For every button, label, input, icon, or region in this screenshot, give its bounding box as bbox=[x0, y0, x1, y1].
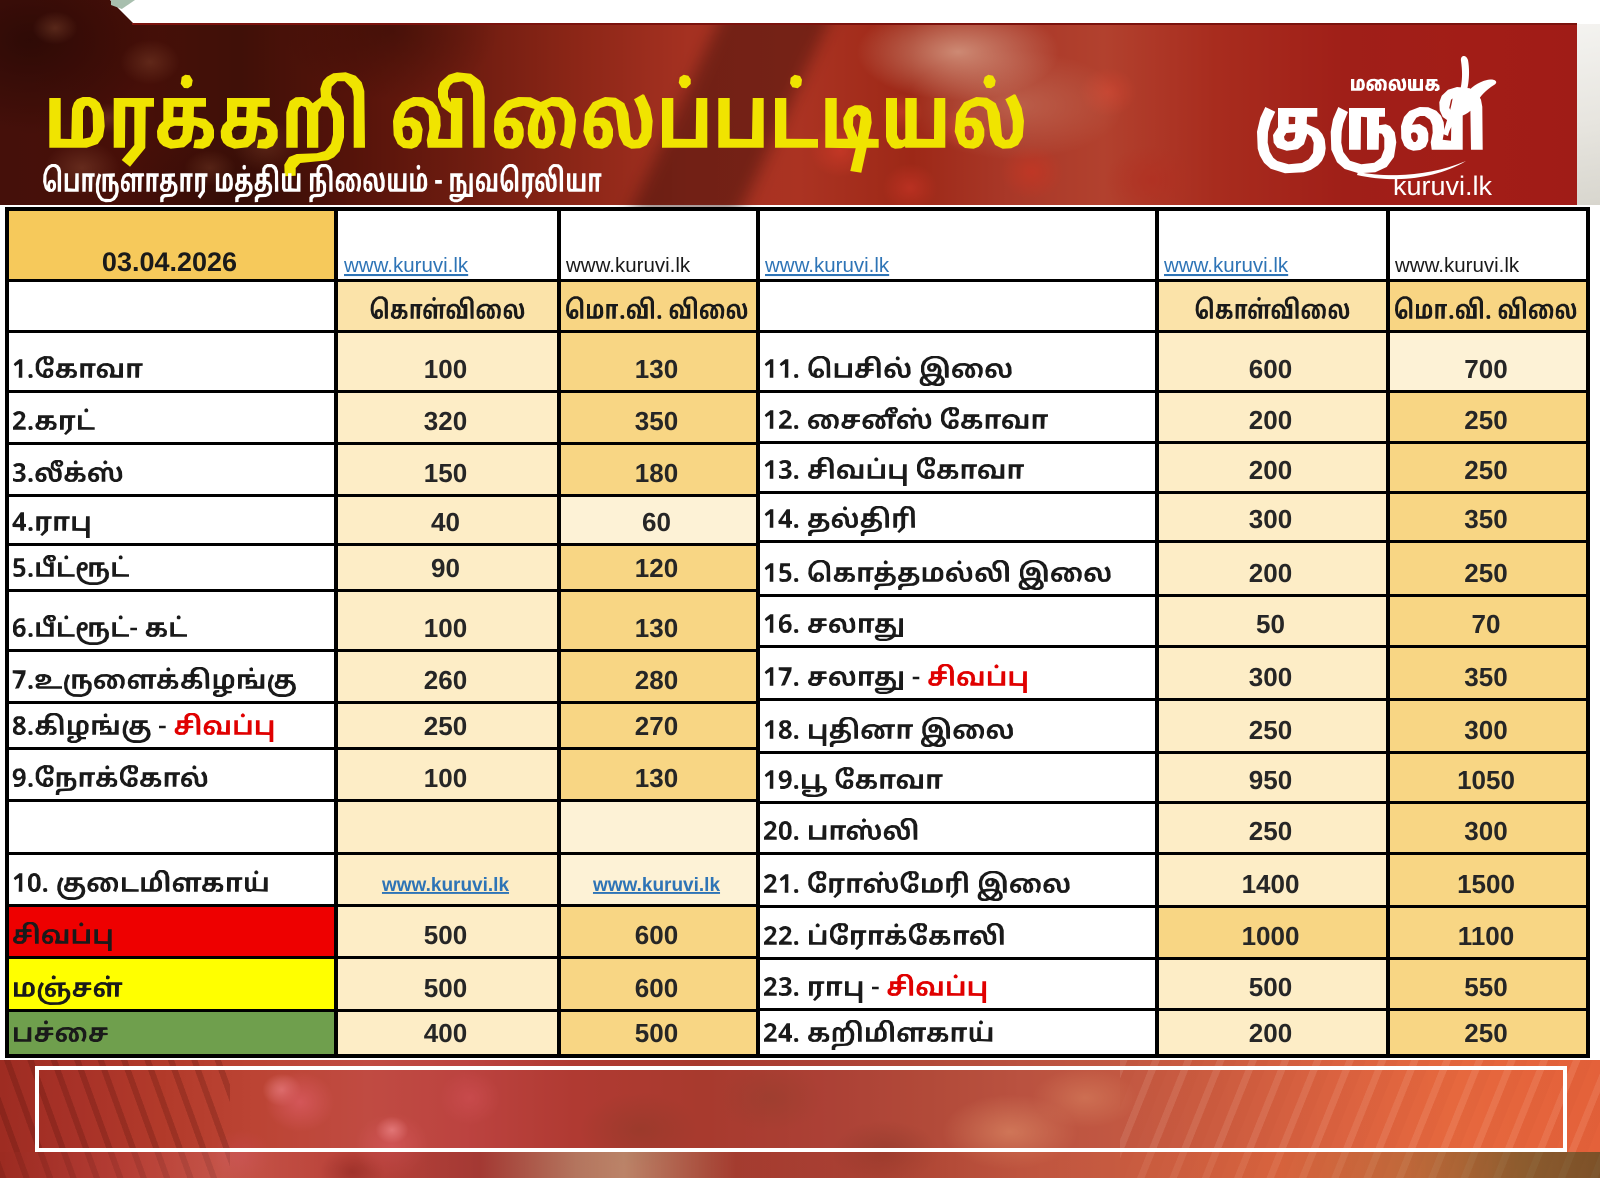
svg-text:500: 500 bbox=[424, 920, 467, 950]
svg-text:50: 50 bbox=[1256, 609, 1285, 639]
svg-text:40: 40 bbox=[431, 507, 460, 537]
svg-text:950: 950 bbox=[1249, 765, 1292, 795]
svg-text:90: 90 bbox=[431, 553, 460, 583]
svg-text:150: 150 bbox=[424, 458, 467, 488]
svg-text:www.kuruvi.lk: www.kuruvi.lk bbox=[565, 254, 691, 277]
svg-text:600: 600 bbox=[635, 973, 678, 1003]
svg-text:100: 100 bbox=[424, 613, 467, 643]
svg-text:130: 130 bbox=[635, 763, 678, 793]
svg-text:500: 500 bbox=[424, 973, 467, 1003]
svg-text:www.kuruvi.lk: www.kuruvi.lk bbox=[1163, 254, 1289, 277]
svg-text:350: 350 bbox=[1464, 504, 1507, 534]
svg-text:200: 200 bbox=[1249, 1018, 1292, 1048]
svg-text:350: 350 bbox=[1464, 662, 1507, 692]
svg-text:550: 550 bbox=[1464, 972, 1507, 1002]
svg-text:250: 250 bbox=[424, 711, 467, 741]
svg-text:03.04.2026: 03.04.2026 bbox=[102, 247, 237, 277]
svg-text:www.kuruvi.lk: www.kuruvi.lk bbox=[764, 254, 890, 277]
svg-text:120: 120 bbox=[635, 553, 678, 583]
svg-text:350: 350 bbox=[635, 406, 678, 436]
svg-text:500: 500 bbox=[635, 1018, 678, 1048]
svg-text:100: 100 bbox=[424, 763, 467, 793]
svg-text:300: 300 bbox=[1249, 504, 1292, 534]
svg-text:280: 280 bbox=[635, 665, 678, 695]
svg-text:250: 250 bbox=[1464, 558, 1507, 588]
svg-text:www.kuruvi.lk: www.kuruvi.lk bbox=[1394, 254, 1520, 277]
svg-text:www.kuruvi.lk: www.kuruvi.lk bbox=[381, 875, 509, 896]
svg-text:250: 250 bbox=[1464, 1018, 1507, 1048]
svg-text:200: 200 bbox=[1249, 405, 1292, 435]
svg-text:130: 130 bbox=[635, 613, 678, 643]
svg-text:200: 200 bbox=[1249, 455, 1292, 485]
svg-text:1000: 1000 bbox=[1242, 921, 1300, 951]
svg-text:180: 180 bbox=[635, 458, 678, 488]
svg-text:www.kuruvi.lk: www.kuruvi.lk bbox=[592, 875, 720, 896]
svg-text:60: 60 bbox=[642, 507, 671, 537]
svg-text:300: 300 bbox=[1464, 816, 1507, 846]
svg-text:1100: 1100 bbox=[1458, 921, 1514, 951]
svg-text:600: 600 bbox=[1249, 354, 1292, 384]
svg-text:300: 300 bbox=[1464, 715, 1507, 745]
svg-text:500: 500 bbox=[1249, 972, 1292, 1002]
svg-text:400: 400 bbox=[424, 1018, 467, 1048]
svg-text:1050: 1050 bbox=[1457, 765, 1515, 795]
svg-text:130: 130 bbox=[635, 354, 678, 384]
svg-text:250: 250 bbox=[1464, 405, 1507, 435]
svg-text:250: 250 bbox=[1249, 715, 1292, 745]
svg-text:1500: 1500 bbox=[1457, 869, 1515, 899]
svg-text:260: 260 bbox=[424, 665, 467, 695]
svg-text:200: 200 bbox=[1249, 558, 1292, 588]
svg-text:www.kuruvi.lk: www.kuruvi.lk bbox=[343, 254, 469, 277]
svg-text:70: 70 bbox=[1472, 609, 1501, 639]
svg-text:100: 100 bbox=[424, 354, 467, 384]
svg-text:600: 600 bbox=[635, 920, 678, 950]
svg-text:700: 700 bbox=[1464, 354, 1507, 384]
svg-text:1400: 1400 bbox=[1242, 869, 1300, 899]
svg-text:250: 250 bbox=[1249, 816, 1292, 846]
svg-text:250: 250 bbox=[1464, 455, 1507, 485]
svg-text:270: 270 bbox=[635, 711, 678, 741]
svg-text:320: 320 bbox=[424, 406, 467, 436]
svg-text:300: 300 bbox=[1249, 662, 1292, 692]
